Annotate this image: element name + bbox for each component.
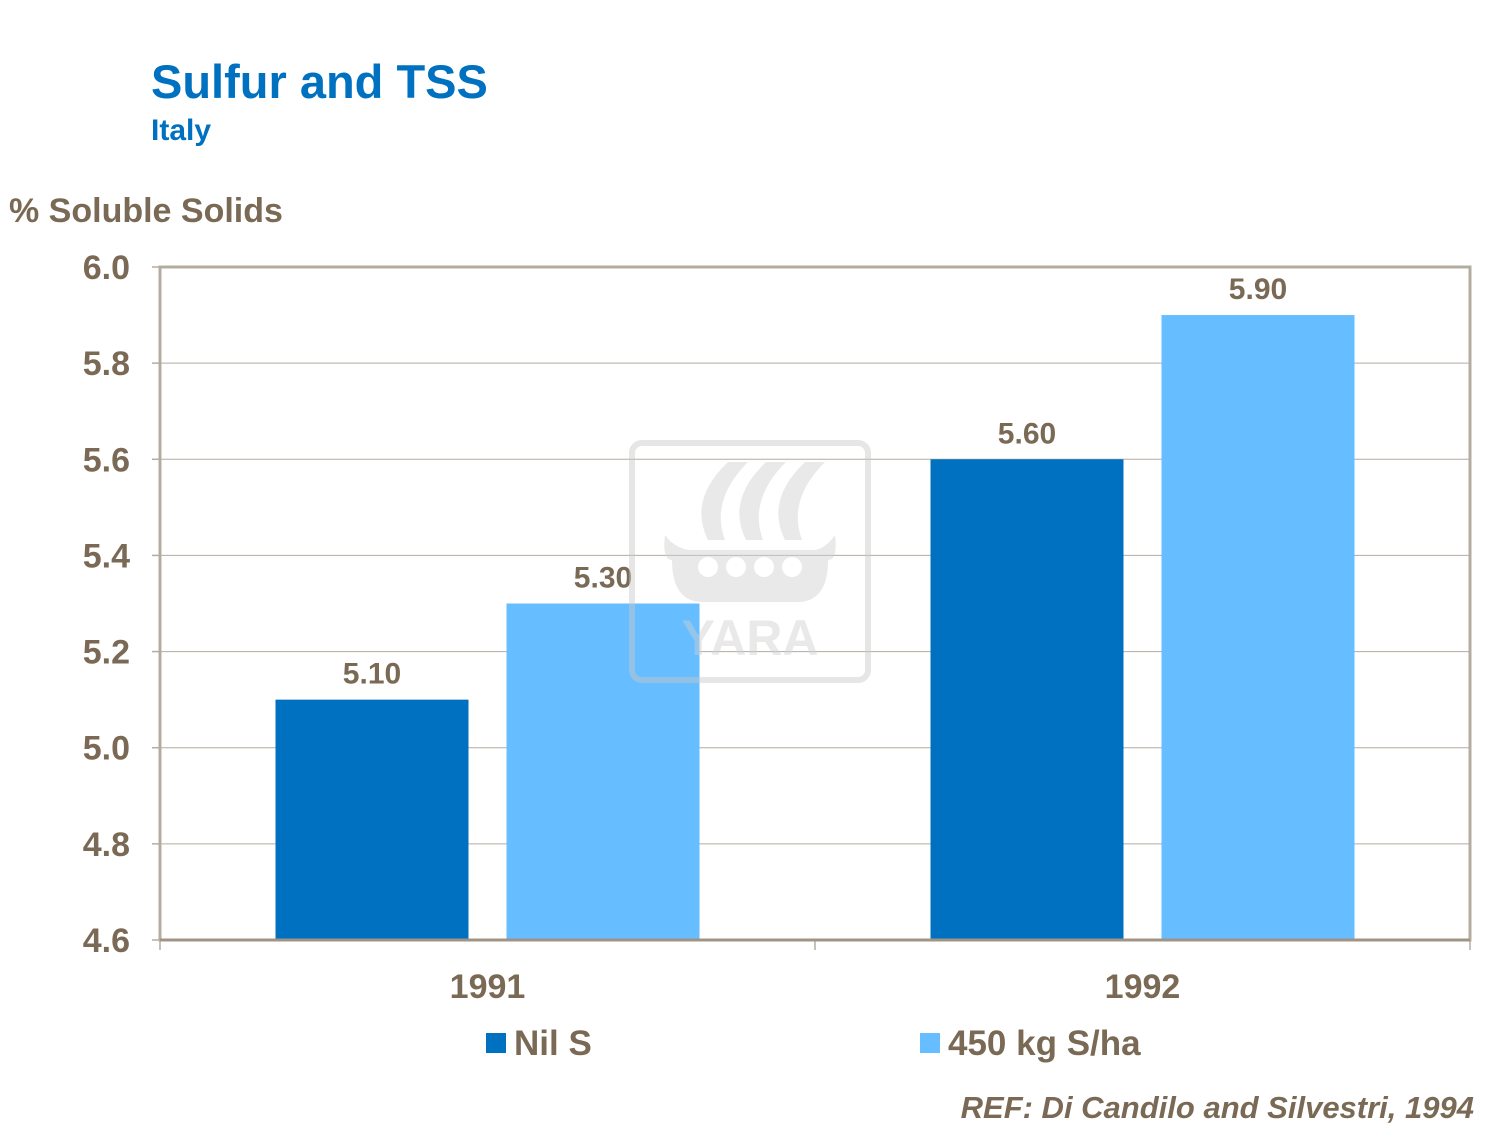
y-tick-label: 5.4 (83, 537, 130, 575)
bar-1991-2 (506, 603, 700, 940)
y-tick-label: 6.0 (83, 249, 130, 287)
legend-swatch-1 (486, 1033, 506, 1053)
y-tick-label: 5.2 (83, 634, 130, 672)
chart-title: Sulfur and TSS (151, 55, 488, 108)
x-tick-label: 1991 (450, 968, 526, 1006)
y-tick-label: 5.6 (83, 441, 130, 479)
legend-label: 450 kg S/ha (948, 1024, 1141, 1063)
y-tick-label: 5.8 (83, 345, 130, 383)
yara-logo-watermark: YARA (629, 440, 871, 683)
y-tick-label: 5.0 (83, 730, 130, 768)
chart-subtitle: Italy (151, 114, 212, 147)
reference-note: REF: Di Candilo and Silvestri, 1994 (960, 1090, 1474, 1125)
x-tick-label: 1992 (1105, 968, 1181, 1006)
y-tick-label: 4.6 (83, 922, 130, 960)
data-label: 5.90 (1229, 273, 1287, 306)
bar-1992-1 (930, 459, 1124, 940)
bar-1991-1 (275, 699, 469, 940)
bar-1992-2 (1161, 315, 1355, 941)
y-axis-label: % Soluble Solids (9, 192, 283, 230)
data-label: 5.10 (343, 658, 401, 691)
svg-text:YARA: YARA (681, 610, 818, 666)
data-label: 5.30 (574, 562, 632, 595)
data-label: 5.60 (998, 417, 1056, 450)
legend-swatch-2 (920, 1033, 940, 1053)
y-tick-label: 4.8 (83, 826, 130, 864)
legend-label: Nil S (514, 1024, 592, 1063)
